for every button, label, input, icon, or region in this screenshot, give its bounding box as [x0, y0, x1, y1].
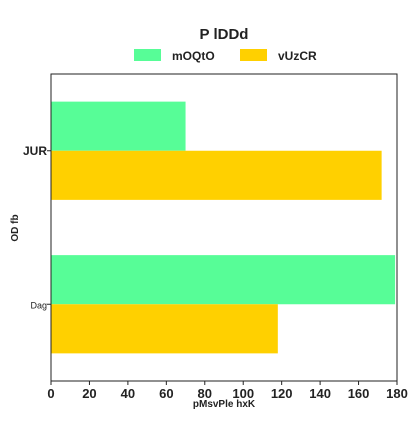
x-tick-label: 40 — [121, 386, 135, 401]
x-tick-label: 160 — [348, 386, 370, 401]
x-tick-label: 60 — [159, 386, 173, 401]
x-axis-label: pMsvPle hxK — [193, 399, 256, 410]
y-tick-label: JUR — [23, 144, 47, 158]
bar-JUR-vUzCR — [51, 150, 382, 200]
legend-label-mOQtO: mOQtO — [172, 49, 215, 63]
y-axis-label: OD fb — [10, 214, 21, 241]
plot-frame — [50, 73, 398, 382]
legend-label-vUzCR: vUzCR — [278, 49, 317, 63]
x-tick-label: 100 — [232, 386, 254, 401]
x-tick-label: 20 — [82, 386, 96, 401]
chart-title: P lDDd — [200, 26, 249, 43]
plot-bars — [51, 101, 396, 354]
bar-JUR-mOQtO — [51, 101, 186, 151]
x-tick-label: 80 — [198, 386, 212, 401]
legend-swatch-vUzCR — [240, 49, 267, 61]
legend-swatch-mOQtO — [134, 49, 161, 61]
x-tick-label: 180 — [386, 386, 408, 401]
x-tick-label: 0 — [47, 386, 54, 401]
y-tick-label: Dag — [30, 300, 47, 310]
y-axis-ticks: JUR Dag — [23, 144, 51, 310]
x-tick-label: 120 — [271, 386, 293, 401]
bar-Dag-vUzCR — [51, 304, 278, 354]
legend: mOQtO vUzCR — [134, 49, 317, 63]
x-axis-ticks: 0 20 40 60 80 100 120 140 160 180 — [47, 381, 408, 401]
x-tick-label: 140 — [309, 386, 331, 401]
bar-Dag-mOQtO — [51, 255, 396, 305]
